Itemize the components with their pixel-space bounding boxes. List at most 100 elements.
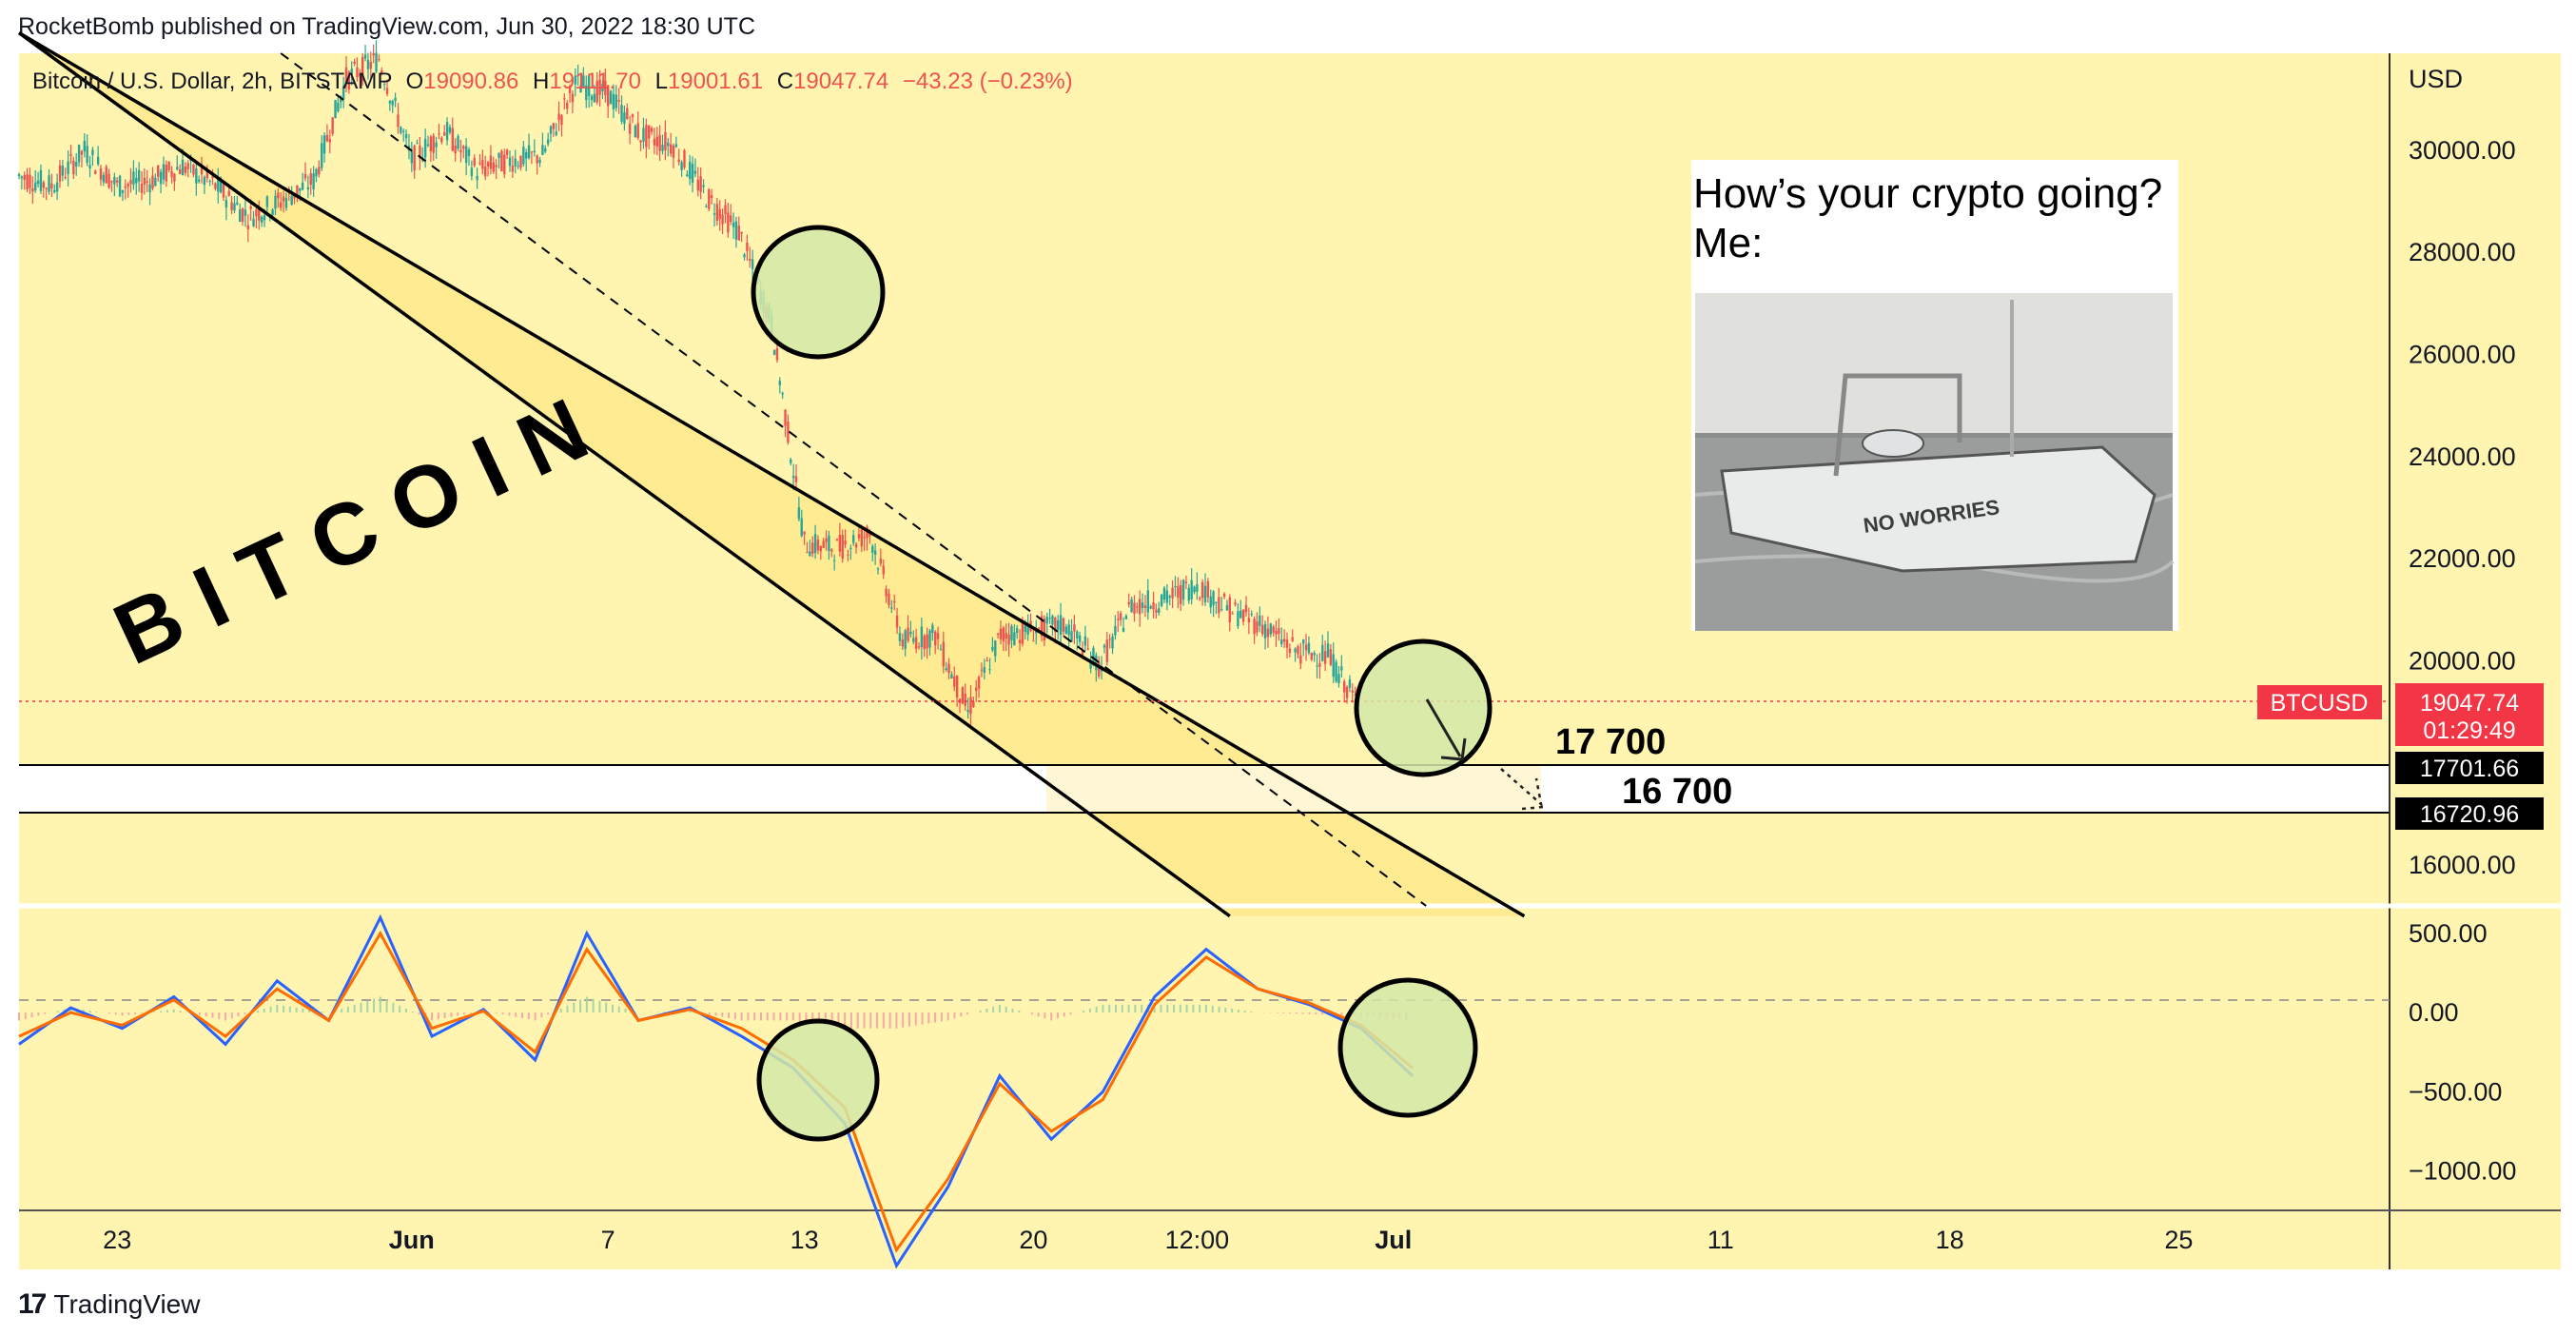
macd-histogram-bar — [1083, 1011, 1085, 1013]
candle-body — [1326, 643, 1330, 658]
candle-body — [1291, 637, 1294, 641]
channel-lower-line[interactable] — [17, 31, 1231, 918]
candle-body — [702, 185, 705, 187]
macd-histogram-bar — [1204, 1004, 1207, 1013]
macd-histogram-bar — [1243, 1011, 1246, 1013]
macd-tick-label: −500.00 — [2409, 1077, 2502, 1106]
macd-histogram-bar — [579, 999, 582, 1013]
candle-body — [53, 189, 56, 193]
level1-badge[interactable] — [2395, 752, 2544, 784]
candle-body — [1263, 623, 1267, 639]
macd-histogram-bar — [946, 1012, 949, 1021]
candle-body — [1225, 604, 1229, 611]
candle-body — [61, 165, 65, 176]
macd-histogram-bar — [179, 1011, 182, 1013]
candle-body — [1160, 594, 1163, 606]
macd-histogram-bar — [469, 1012, 472, 1013]
macd-histogram-bar — [1044, 1012, 1046, 1019]
ticker-label: BTCUSD — [2271, 690, 2369, 717]
macd-histogram-bar — [1315, 1012, 1317, 1014]
ticker-badge[interactable] — [2257, 685, 2382, 719]
candle-body — [1070, 631, 1073, 642]
candle-body — [555, 131, 557, 135]
macd-histogram-bar — [927, 1012, 930, 1024]
macd-histogram-bar — [244, 1012, 246, 1015]
macd-histogram-bar — [1005, 1006, 1007, 1013]
candle-body — [1158, 608, 1161, 613]
candle-body — [1206, 580, 1210, 598]
macd-histogram-bar — [844, 1012, 847, 1029]
candle-body — [775, 347, 779, 361]
candle-body — [871, 545, 874, 553]
candle-body — [473, 158, 476, 166]
legend-change: −43.23 (−0.23%) — [903, 69, 1073, 94]
candle-body — [86, 146, 88, 164]
macd-histogram-bar — [198, 1012, 201, 1015]
candle-body — [404, 133, 408, 139]
highlight-circle-1[interactable] — [751, 225, 886, 360]
candle-body — [546, 139, 550, 145]
candle-body — [672, 146, 675, 158]
candle-body — [838, 535, 842, 552]
macd-histogram-bar — [205, 1012, 207, 1017]
candle-body — [715, 204, 719, 222]
macd-histogram-bar — [721, 1012, 724, 1017]
candle-body — [816, 540, 820, 551]
channel-upper-line[interactable] — [18, 31, 1526, 918]
candle-body — [124, 186, 127, 188]
macd-histogram-bar — [766, 1012, 769, 1021]
highlight-circle-2[interactable] — [1354, 639, 1493, 777]
macd-histogram-bar — [895, 1012, 898, 1029]
candle-body — [1310, 653, 1313, 660]
candle-body — [505, 149, 509, 155]
candle-body — [451, 128, 454, 151]
macd-histogram-bar — [218, 1012, 221, 1019]
candle-body — [832, 560, 836, 561]
last-price-badge[interactable] — [2395, 683, 2544, 746]
macd-histogram-bar — [69, 1008, 72, 1013]
candle-body — [961, 687, 965, 704]
candle-body — [467, 149, 471, 156]
macd-histogram-bar — [134, 1012, 137, 1014]
macd-histogram-bar — [288, 1006, 291, 1013]
candle-body — [353, 61, 356, 64]
price-scale-background[interactable] — [2390, 53, 2561, 1269]
candle-body — [1307, 642, 1311, 654]
candle-body — [132, 171, 135, 185]
time-tick-label: 11 — [1708, 1226, 1734, 1254]
candle-body — [1026, 624, 1029, 635]
macd-circle-1[interactable] — [756, 1018, 880, 1142]
macd-histogram-bar — [121, 1012, 124, 1016]
macd-circle-2[interactable] — [1337, 977, 1478, 1118]
candle-body — [794, 476, 798, 482]
candle-body — [459, 149, 462, 153]
candle-body — [1124, 615, 1128, 619]
candle-body — [806, 552, 809, 554]
candle-body — [241, 208, 244, 223]
candle-body — [604, 80, 607, 95]
macd-histogram-bar — [1115, 1004, 1118, 1013]
macd-histogram-bar — [907, 1012, 910, 1027]
dotted-arrow-icon — [1500, 768, 1544, 811]
candle-body — [462, 146, 465, 149]
candle-body — [1021, 620, 1025, 644]
candle-body — [1013, 632, 1016, 645]
macd-histogram-bar — [1237, 1009, 1239, 1013]
channel-middle-line[interactable] — [280, 52, 1427, 907]
candle-body — [1218, 597, 1220, 614]
candle-body — [432, 135, 435, 153]
price-tick-label: 16000.00 — [2409, 851, 2516, 879]
candle-body — [1146, 590, 1149, 613]
candle-body — [369, 62, 372, 69]
level2-badge[interactable] — [2395, 797, 2544, 830]
macd-histogram-bar — [1321, 1012, 1324, 1015]
macd-histogram-bar — [211, 1012, 214, 1018]
time-axis[interactable]: 23 Jun 7 13 20 12:00 Jul 11 18 25 — [103, 1226, 2193, 1254]
candle-body — [205, 168, 208, 179]
macd-histogram-bar — [1301, 1012, 1304, 1014]
candle-body — [178, 168, 182, 174]
macd-histogram-bar — [140, 1012, 143, 1013]
macd-histogram-bar — [779, 1012, 782, 1021]
macd-histogram-bar — [172, 1009, 175, 1013]
